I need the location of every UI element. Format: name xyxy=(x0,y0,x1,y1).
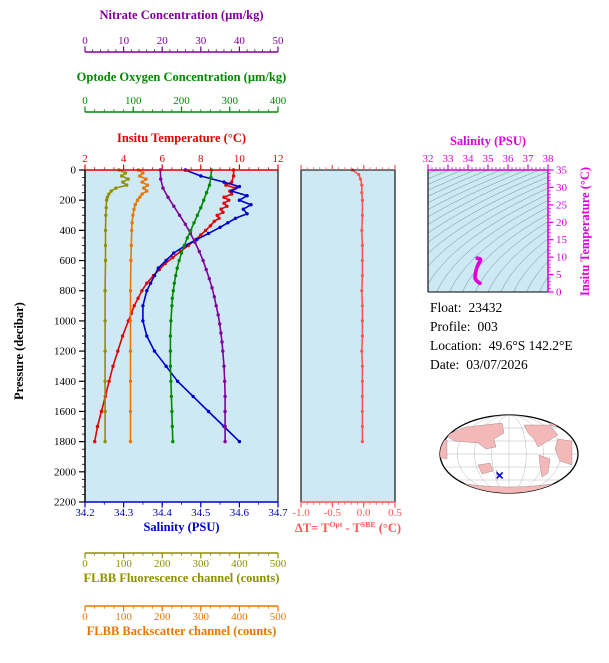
nitrate-axis-title: Nitrate Concentration (µm/kg) xyxy=(99,8,264,22)
float-value: 23432 xyxy=(468,300,503,315)
svg-text:36: 36 xyxy=(503,153,515,165)
svg-text:300: 300 xyxy=(193,558,210,570)
svg-text:6: 6 xyxy=(159,153,165,165)
svg-text:20: 20 xyxy=(556,217,568,229)
svg-text:10: 10 xyxy=(556,252,568,264)
svg-text:0: 0 xyxy=(82,35,88,47)
svg-text:0: 0 xyxy=(556,287,562,299)
svg-text:30: 30 xyxy=(195,35,207,47)
info-row-date: Date: 03/07/2026 xyxy=(430,357,573,373)
svg-text:5: 5 xyxy=(556,269,562,281)
svg-text:10: 10 xyxy=(234,153,246,165)
profile-label: Profile: xyxy=(430,319,471,334)
info-row-float: Float: 23432 xyxy=(430,300,573,316)
svg-text:1600: 1600 xyxy=(54,406,77,418)
svg-text:-0.5: -0.5 xyxy=(324,507,342,519)
svg-text:200: 200 xyxy=(60,195,77,207)
svg-text:33: 33 xyxy=(443,153,455,165)
svg-text:34.4: 34.4 xyxy=(153,507,173,519)
profile-value: 003 xyxy=(477,319,498,334)
svg-text:35: 35 xyxy=(483,153,495,165)
svg-text:32: 32 xyxy=(423,153,434,165)
pressure-axis-title: Pressure (decibar) xyxy=(12,302,26,400)
svg-text:34.7: 34.7 xyxy=(268,507,288,519)
svg-text:-1.0: -1.0 xyxy=(292,507,310,519)
svg-text:20: 20 xyxy=(157,35,169,47)
location-value: 49.6°S 142.2°E xyxy=(488,338,573,353)
svg-text:30: 30 xyxy=(556,182,568,194)
svg-text:200: 200 xyxy=(173,95,190,107)
svg-text:2: 2 xyxy=(82,153,88,165)
svg-text:400: 400 xyxy=(231,558,248,570)
svg-text:800: 800 xyxy=(60,285,77,297)
svg-text:15: 15 xyxy=(556,234,568,246)
svg-text:500: 500 xyxy=(270,611,287,623)
delta-title-part1: ΔT= T xyxy=(294,521,330,536)
info-row-location: Location: 49.6°S 142.2°E xyxy=(430,338,573,354)
salinity-axis-title: Salinity (PSU) xyxy=(143,520,220,534)
svg-text:0: 0 xyxy=(82,558,88,570)
svg-text:100: 100 xyxy=(125,95,142,107)
temperature-axis-title: Insitu Temperature (°C) xyxy=(116,131,247,145)
svg-text:400: 400 xyxy=(60,225,77,237)
svg-text:200: 200 xyxy=(154,611,171,623)
svg-text:2000: 2000 xyxy=(54,466,77,478)
location-label: Location: xyxy=(430,338,482,353)
date-value: 03/07/2026 xyxy=(466,357,528,372)
delta-title-sup-opt: Opt xyxy=(329,520,343,529)
delta-title-part2: - T xyxy=(342,521,361,536)
svg-text:100: 100 xyxy=(115,611,132,623)
svg-text:38: 38 xyxy=(543,153,555,165)
svg-text:34.3: 34.3 xyxy=(114,507,134,519)
svg-text:500: 500 xyxy=(270,558,287,570)
float-info-block: Float: 23432 Profile: 003 Location: 49.6°S … xyxy=(430,300,573,376)
svg-text:12: 12 xyxy=(273,153,284,165)
svg-text:1000: 1000 xyxy=(54,315,77,327)
svg-text:100: 100 xyxy=(115,558,132,570)
svg-text:600: 600 xyxy=(60,255,77,267)
fluorescence-axis-title: FLBB Fluorescence channel (counts) xyxy=(83,571,280,585)
svg-text:37: 37 xyxy=(523,153,535,165)
info-row-profile: Profile: 003 xyxy=(430,319,573,335)
svg-text:0: 0 xyxy=(71,165,77,177)
svg-text:34.5: 34.5 xyxy=(191,507,211,519)
svg-text:35: 35 xyxy=(556,165,568,177)
svg-text:1200: 1200 xyxy=(54,346,77,358)
svg-text:2200: 2200 xyxy=(54,497,77,509)
svg-text:0: 0 xyxy=(82,611,88,623)
delta-title-part3: (°C) xyxy=(375,521,402,536)
svg-text:34.6: 34.6 xyxy=(230,507,250,519)
svg-text:25: 25 xyxy=(556,199,568,211)
svg-text:4: 4 xyxy=(121,153,127,165)
svg-text:40: 40 xyxy=(234,35,246,47)
float-label: Float: xyxy=(430,300,462,315)
svg-text:34: 34 xyxy=(463,153,475,165)
svg-text:300: 300 xyxy=(193,611,210,623)
svg-text:200: 200 xyxy=(154,558,171,570)
delta-title-sup-sbe: SBE xyxy=(360,520,376,529)
oxygen-axis-title: Optode Oxygen Concentration (µm/kg) xyxy=(76,70,287,84)
svg-text:0: 0 xyxy=(82,95,88,107)
svg-text:8: 8 xyxy=(198,153,204,165)
svg-text:0.5: 0.5 xyxy=(388,507,402,519)
backscatter-axis-title: FLBB Backscatter channel (counts) xyxy=(86,624,277,638)
svg-text:10: 10 xyxy=(118,35,130,47)
svg-text:300: 300 xyxy=(222,95,239,107)
ts-salinity-axis-title: Salinity (PSU) xyxy=(449,134,527,148)
svg-text:0.0: 0.0 xyxy=(357,507,371,519)
delta-axis-title: ΔT= TOpt - TSBE (°C) xyxy=(248,520,448,536)
svg-text:34.2: 34.2 xyxy=(75,507,94,519)
svg-text:50: 50 xyxy=(273,35,285,47)
ts-temperature-axis-title: Insitu Temperature (°C) xyxy=(578,166,592,296)
svg-text:1800: 1800 xyxy=(54,436,77,448)
svg-text:400: 400 xyxy=(270,95,287,107)
svg-text:400: 400 xyxy=(231,611,248,623)
svg-text:1400: 1400 xyxy=(54,376,77,388)
date-label: Date: xyxy=(430,357,460,372)
